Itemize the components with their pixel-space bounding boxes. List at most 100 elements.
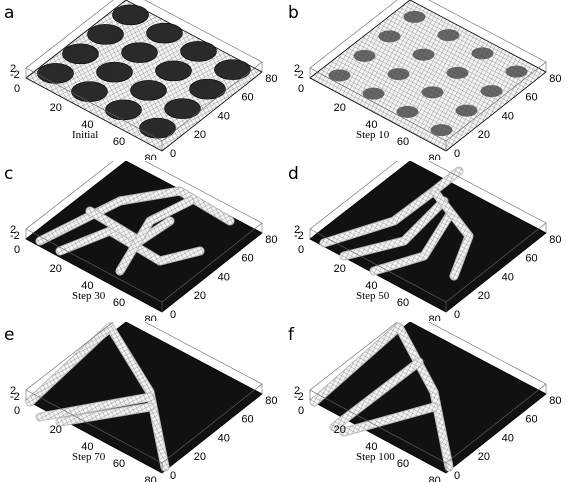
well [121,42,158,63]
panel-caption: Step 30 [72,290,106,302]
right-axis-tick: 80 [265,234,277,246]
right-axis-tick: 0 [454,470,460,482]
left-axis-tick: 80 [145,153,157,160]
ridge-mesh [26,323,169,471]
origin-tick: 0 [298,83,304,95]
right-axis-tick: 0 [170,309,176,321]
z-tick-bottom: -2 [294,69,304,81]
left-axis-tick: 40 [81,280,93,292]
right-axis-tick: 80 [265,395,277,407]
ridge-mesh [340,403,438,436]
bump [362,87,385,100]
panel-letter: d [288,164,299,184]
right-axis-tick: 80 [549,234,561,246]
right-axis-tick: 0 [170,470,176,482]
origin-tick: 0 [14,83,20,95]
right-axis-tick: 0 [454,309,460,321]
bump [505,65,528,78]
ridge-mesh [370,212,453,275]
left-axis-tick: 40 [365,119,377,131]
panel-letter: b [288,3,299,23]
right-axis-tick: 80 [265,73,277,85]
z-tick-top: 2 [10,385,16,397]
right-axis-tick: 20 [194,451,206,463]
bump [378,30,401,43]
panel-letter: f [288,325,295,345]
bump [403,10,426,23]
panel-caption: Step 100 [356,451,395,463]
panel-initial: a 2 -2 0 20 40 60 80 0 20 40 60 80 Initial [0,0,283,160]
bump [446,66,469,79]
left-axis-tick: 20 [50,424,62,436]
ridge-mesh [116,197,194,275]
bump [430,124,453,137]
ridge-structure [309,322,454,472]
panel-caption: Initial [72,129,98,141]
left-axis-tick: 20 [50,102,62,114]
left-axis-tick: 20 [334,102,346,114]
panel-caption: Step 50 [356,290,390,302]
left-axis-tick: 60 [397,136,409,148]
left-axis-tick: 40 [365,280,377,292]
bump [353,49,376,62]
left-axis-tick: 80 [145,475,157,482]
ridge-structure [25,322,170,472]
wells-grid [37,4,251,139]
z-tick-top: 2 [10,63,16,75]
panel-letter: a [4,3,14,23]
well [189,78,226,100]
axes-box [25,322,263,473]
panel-step-100: f 2 -2 0 20 40 60 80 0 20 40 60 80 Step 100 [284,322,567,482]
bump [421,86,444,99]
left-axis-tick: 60 [113,136,125,148]
right-axis-tick: 20 [478,129,490,141]
z-tick-bottom: -2 [10,391,20,403]
panel-letter: e [4,325,14,345]
z-tick-top: 2 [294,385,300,397]
panel-caption: Step 10 [356,129,390,141]
left-axis-tick: 60 [113,458,125,470]
left-axis-tick: 40 [81,119,93,131]
well [96,61,133,83]
left-axis-tick: 60 [113,297,125,309]
ridge-mesh [36,393,154,421]
well [139,117,176,139]
left-axis-tick: 60 [397,458,409,470]
well [146,22,183,44]
panel-letter: c [4,164,13,184]
bump [480,85,503,98]
well [130,80,167,101]
bump [328,69,351,82]
right-axis-tick: 40 [218,110,230,122]
z-tick-top: 2 [294,224,300,236]
well [62,43,99,65]
right-axis-tick: 60 [241,253,253,265]
z-tick-bottom: -2 [294,391,304,403]
ridge-mesh [56,403,154,426]
bump [412,48,435,61]
origin-tick: 0 [298,244,304,256]
ridge-mesh [340,197,448,260]
left-axis-tick: 80 [429,153,441,160]
left-axis-tick: 40 [365,441,377,453]
well [164,98,201,119]
z-tick-top: 2 [10,224,16,236]
ridge-mesh [430,187,473,280]
axes-box [309,161,547,312]
right-axis-tick: 60 [525,414,537,426]
right-axis-tick: 40 [502,110,514,122]
z-tick-top: 2 [294,63,300,75]
panel-step-10: b 2 -2 0 20 40 60 80 0 20 40 60 80 Step 10 [284,0,567,160]
axes-box [25,161,263,312]
left-axis-tick: 80 [145,314,157,321]
well [155,60,192,82]
right-axis-tick: 60 [525,253,537,265]
left-axis-tick: 20 [334,424,346,436]
left-axis-tick: 80 [429,314,441,321]
bump [387,68,410,81]
right-axis-tick: 40 [502,432,514,444]
right-axis-tick: 60 [241,414,253,426]
panel-caption: Step 70 [72,451,106,463]
origin-tick: 0 [298,405,304,417]
well [87,24,124,45]
